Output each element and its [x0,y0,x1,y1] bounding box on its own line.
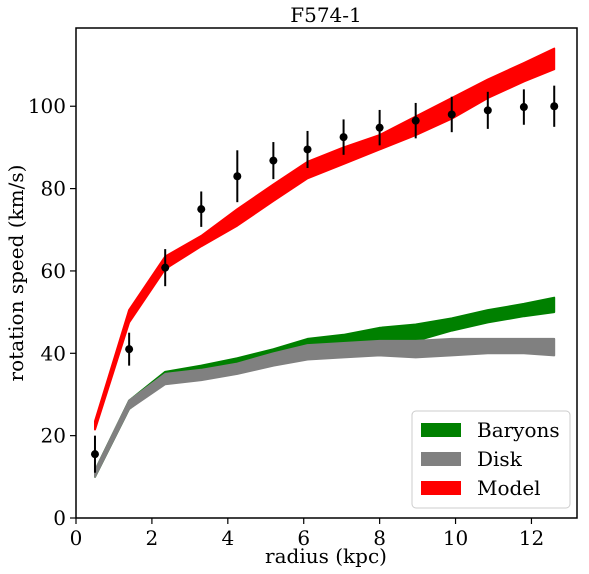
data-point [411,116,420,125]
x-axis-ticks: 0 2 4 6 8 10 12 [70,518,544,550]
legend-swatch-baryons [421,423,461,437]
y-tick-label: 20 [41,424,66,448]
data-point [161,263,170,272]
band-model [94,47,556,431]
data-point [125,345,134,354]
data-point [303,145,312,154]
band-disk [94,337,556,478]
legend-label-model: Model [477,476,541,500]
x-tick-label: 0 [70,526,83,550]
plot-frame [75,27,578,519]
data-point [339,133,348,142]
chart-title: F574-1 [290,3,362,27]
legend-label-baryons: Baryons [477,418,560,442]
data-point [375,123,384,132]
y-axis-label: rotation speed (km/s) [4,165,28,382]
legend-swatch-model [421,481,461,495]
legend: Baryons Disk Model [411,410,571,509]
x-tick-label: 2 [146,526,159,550]
y-tick-label: 0 [53,506,66,530]
data-point [519,103,528,112]
y-axis-ticks: 0 20 40 60 80 100 [28,94,76,530]
data-point [269,156,278,165]
x-axis-label: radius (kpc) [265,544,387,568]
legend-label-disk: Disk [477,447,523,471]
x-tick-label: 8 [373,526,386,550]
data-point [233,172,242,181]
data-point [550,102,559,111]
data-point [197,205,206,214]
y-tick-label: 80 [41,177,66,201]
y-tick-label: 40 [41,341,66,365]
x-tick-label: 10 [443,526,468,550]
data-point [447,110,456,119]
y-tick-label: 100 [28,94,66,118]
x-tick-label: 4 [221,526,234,550]
data-point [483,106,492,115]
x-tick-label: 12 [519,526,544,550]
legend-swatch-disk [421,452,461,466]
observed-points [90,85,559,473]
y-tick-label: 60 [41,259,66,283]
data-point [90,450,99,459]
series-bands [94,47,556,478]
x-tick-label: 6 [297,526,310,550]
